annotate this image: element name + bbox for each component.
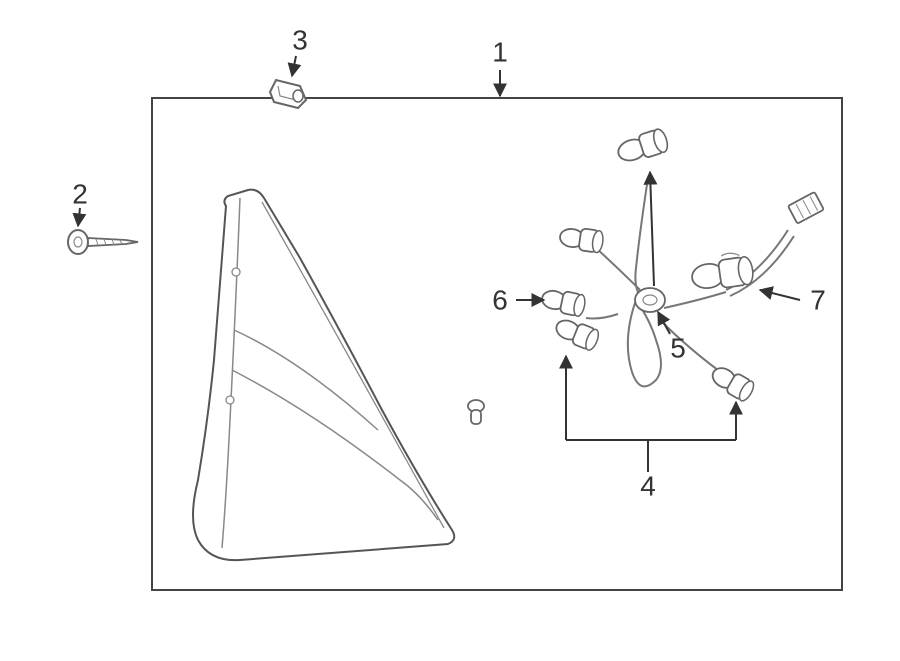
callout-2-number: 2 <box>72 178 88 209</box>
callout-5-number: 5 <box>670 332 686 363</box>
callout-7-leader <box>760 290 800 300</box>
callout-2-leader <box>78 208 80 226</box>
tail-lamp-lens <box>193 190 454 561</box>
small-bulb <box>468 400 484 424</box>
parts-diagram: 1 3 2 <box>0 0 900 661</box>
callout-7-number: 7 <box>810 284 826 315</box>
callout-3-number: 3 <box>292 24 308 55</box>
callout-1-number: 1 <box>492 36 508 67</box>
callout-4-number: 4 <box>640 470 656 501</box>
callout-6-number: 6 <box>492 284 508 315</box>
part-2-screw <box>68 230 138 254</box>
part-3-clip <box>270 80 306 108</box>
callout-5-leader-b <box>650 172 654 286</box>
callout-3-leader <box>292 56 296 76</box>
callout-5-leader-a <box>658 312 670 334</box>
